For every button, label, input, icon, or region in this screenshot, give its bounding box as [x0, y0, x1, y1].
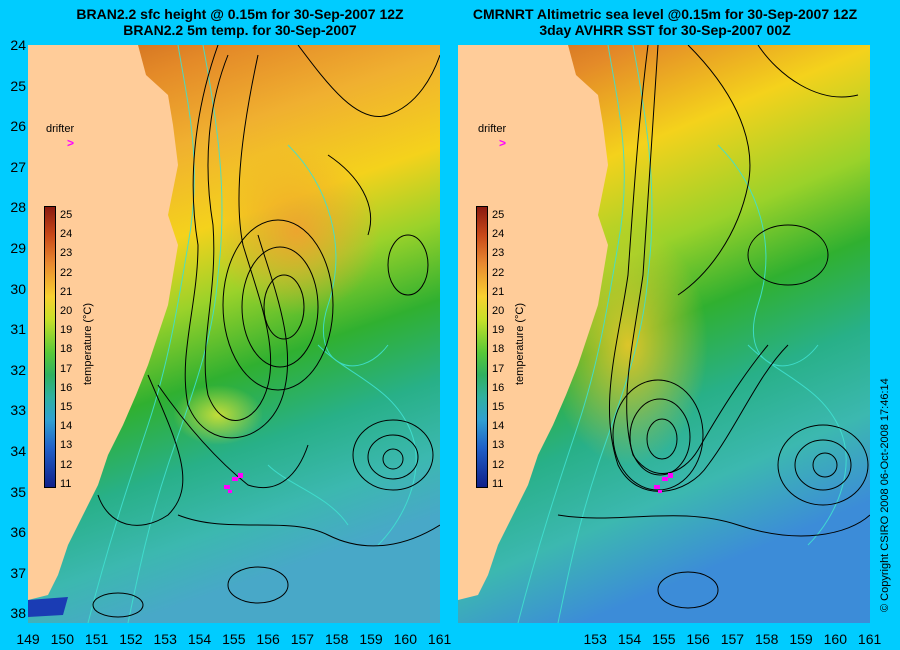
y-tick-label: 38	[10, 605, 26, 622]
x-tick-label: 160	[823, 631, 847, 647]
left-panel-title-1: BRAN2.2 sfc height @ 0.15m for 30-Sep-20…	[76, 6, 404, 22]
x-tick-label: 155	[222, 631, 246, 647]
y-tick-label: 24	[10, 37, 26, 53]
colorbar-tick-label: 21	[492, 285, 505, 298]
left-panel-title-2: BRAN2.2 5m temp. for 30-Sep-2007	[123, 22, 357, 38]
colorbar-tick-label: 18	[492, 343, 505, 356]
y-tick-label: 37	[10, 564, 26, 581]
colorbar-tick-label: 14	[492, 420, 505, 433]
x-tick-label: 151	[84, 631, 109, 647]
left-map-panel	[28, 45, 440, 623]
x-tick-label: 157	[720, 631, 745, 647]
y-tick-label: 35	[10, 483, 26, 500]
colorbar-tick-label: 23	[60, 247, 73, 260]
right-drifter-label: drifter	[478, 123, 507, 135]
right-drifter-marker: ˃	[499, 136, 507, 150]
colorbar-tick-label: 24	[492, 228, 505, 241]
colorbar-tick-label: 22	[60, 266, 73, 279]
x-tick-label: 156	[256, 631, 280, 647]
x-tick-label: 153	[583, 631, 607, 647]
colorbar-tick-label: 25	[60, 209, 73, 221]
x-tick-label: 154	[187, 631, 212, 647]
colorbar-tick-label: 16	[492, 381, 505, 394]
x-tick-label: 156	[686, 631, 710, 647]
colorbar-tick-label: 14	[60, 420, 73, 433]
colorbar-tick-label: 19	[492, 324, 505, 337]
colorbar-tick-label: 23	[492, 247, 505, 260]
x-tick-label: 152	[119, 631, 143, 647]
right-map	[458, 45, 870, 623]
y-tick-label: 36	[10, 524, 26, 541]
colorbar-tick-label: 22	[492, 266, 505, 279]
x-tick-label: 159	[789, 631, 813, 647]
x-tick-label: 158	[755, 631, 779, 647]
left-colorbar-title: temperature (°C)	[82, 302, 94, 385]
right-colorbar-title: temperature (°C)	[514, 302, 526, 385]
right-panel-title-2: 3day AVHRR SST for 30-Sep-2007 00Z	[539, 22, 791, 38]
copyright-notice: © Copyright CSIRO 2008 06-Oct-2008 17:46…	[879, 378, 891, 612]
left-colorbar	[44, 206, 56, 488]
colorbar-tick-label: 12	[60, 458, 73, 471]
colorbar-tick-label: 20	[492, 305, 505, 317]
x-tick-label: 161	[427, 631, 452, 647]
left-map	[28, 45, 440, 623]
colorbar-tick-label: 17	[492, 362, 505, 375]
colorbar-tick-label: 13	[60, 439, 73, 452]
colorbar-tick-label: 15	[60, 401, 73, 413]
colorbar-tick-label: 20	[60, 305, 73, 317]
x-tick-label: 158	[325, 631, 349, 647]
y-tick-label: 29	[10, 240, 26, 256]
y-tick-label: 26	[10, 118, 26, 135]
y-tick-label: 28	[10, 199, 26, 216]
colorbar-tick-label: 13	[492, 439, 505, 452]
colorbar-tick-label: 11	[60, 477, 72, 490]
x-tick-label: 155	[652, 631, 676, 647]
y-tick-label: 27	[10, 158, 26, 175]
x-tick-label: 153	[153, 631, 177, 647]
x-tick-label: 150	[50, 631, 74, 647]
colorbar-tick-label: 21	[60, 285, 73, 298]
y-tick-label: 32	[10, 361, 26, 378]
x-tick-label: 160	[393, 631, 417, 647]
x-tick-label: 161	[857, 631, 882, 647]
x-tick-label: 157	[290, 631, 315, 647]
left-drifter-marker: ˃	[67, 136, 75, 150]
right-colorbar	[476, 206, 488, 488]
right-map-panel	[458, 45, 870, 623]
colorbar-tick-label: 18	[60, 343, 73, 356]
x-tick-label: 159	[359, 631, 383, 647]
colorbar-tick-label: 15	[492, 401, 505, 413]
colorbar-tick-label: 19	[60, 324, 73, 337]
x-tick-label: 154	[617, 631, 642, 647]
colorbar-tick-label: 11	[492, 477, 504, 490]
y-tick-label: 31	[10, 321, 26, 338]
right-panel-title-1: CMRNRT Altimetric sea level @0.15m for 3…	[472, 6, 858, 22]
colorbar-tick-label: 16	[60, 381, 73, 394]
colorbar-tick-label: 24	[60, 228, 73, 241]
left-drifter-label: drifter	[46, 123, 75, 135]
y-tick-label: 30	[10, 280, 26, 297]
y-tick-label: 34	[10, 443, 26, 459]
colorbar-tick-label: 12	[492, 458, 505, 471]
colorbar-tick-label: 25	[492, 209, 505, 221]
colorbar-tick-label: 17	[60, 362, 73, 375]
y-tick-label: 33	[10, 402, 26, 419]
x-tick-label: 149	[16, 631, 40, 647]
y-tick-label: 25	[10, 77, 26, 94]
